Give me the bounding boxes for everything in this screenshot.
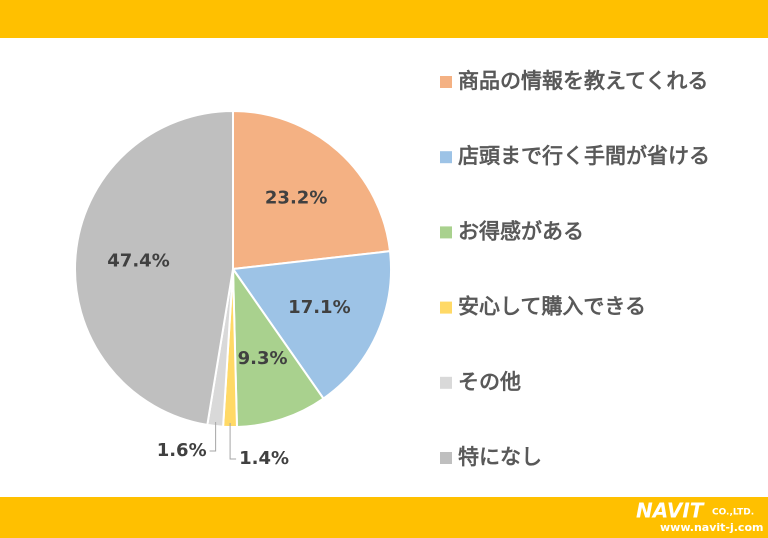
data-label: 1.6% bbox=[157, 440, 207, 461]
legend-marker bbox=[440, 151, 452, 164]
logo-suffix: CO.,LTD. bbox=[712, 508, 754, 518]
legend-label: 商品の情報を教えてくれる bbox=[458, 69, 708, 93]
legend-marker bbox=[440, 76, 452, 88]
legend-marker bbox=[440, 226, 452, 239]
data-label: 23.2% bbox=[265, 187, 327, 208]
legend-marker bbox=[440, 301, 452, 314]
footer-bar bbox=[0, 497, 768, 538]
leader-line bbox=[209, 422, 217, 452]
legend-marker bbox=[440, 376, 452, 389]
logo-url: www.navit-j.com bbox=[660, 521, 763, 534]
logo-name: NAVIT bbox=[636, 499, 705, 523]
data-label: 47.4% bbox=[107, 250, 169, 271]
data-label: 17.1% bbox=[288, 297, 350, 318]
header-bar bbox=[0, 0, 768, 38]
pie-slice bbox=[74, 109, 234, 427]
data-label: 9.3% bbox=[238, 348, 288, 369]
pie-slice bbox=[231, 265, 325, 428]
legend-label: お得感がある bbox=[458, 219, 584, 243]
legend-label: 安心して購入できる bbox=[458, 295, 646, 319]
pie-slice bbox=[231, 250, 392, 400]
pie-slice bbox=[232, 109, 392, 271]
legend-marker bbox=[440, 452, 452, 464]
data-label: 1.4% bbox=[239, 448, 289, 469]
legend-label: 店頭まで行く手間が省ける bbox=[458, 144, 710, 168]
legend-label: その他 bbox=[458, 370, 521, 394]
leader-line bbox=[229, 422, 237, 460]
legend-label: 特になし bbox=[458, 445, 542, 469]
